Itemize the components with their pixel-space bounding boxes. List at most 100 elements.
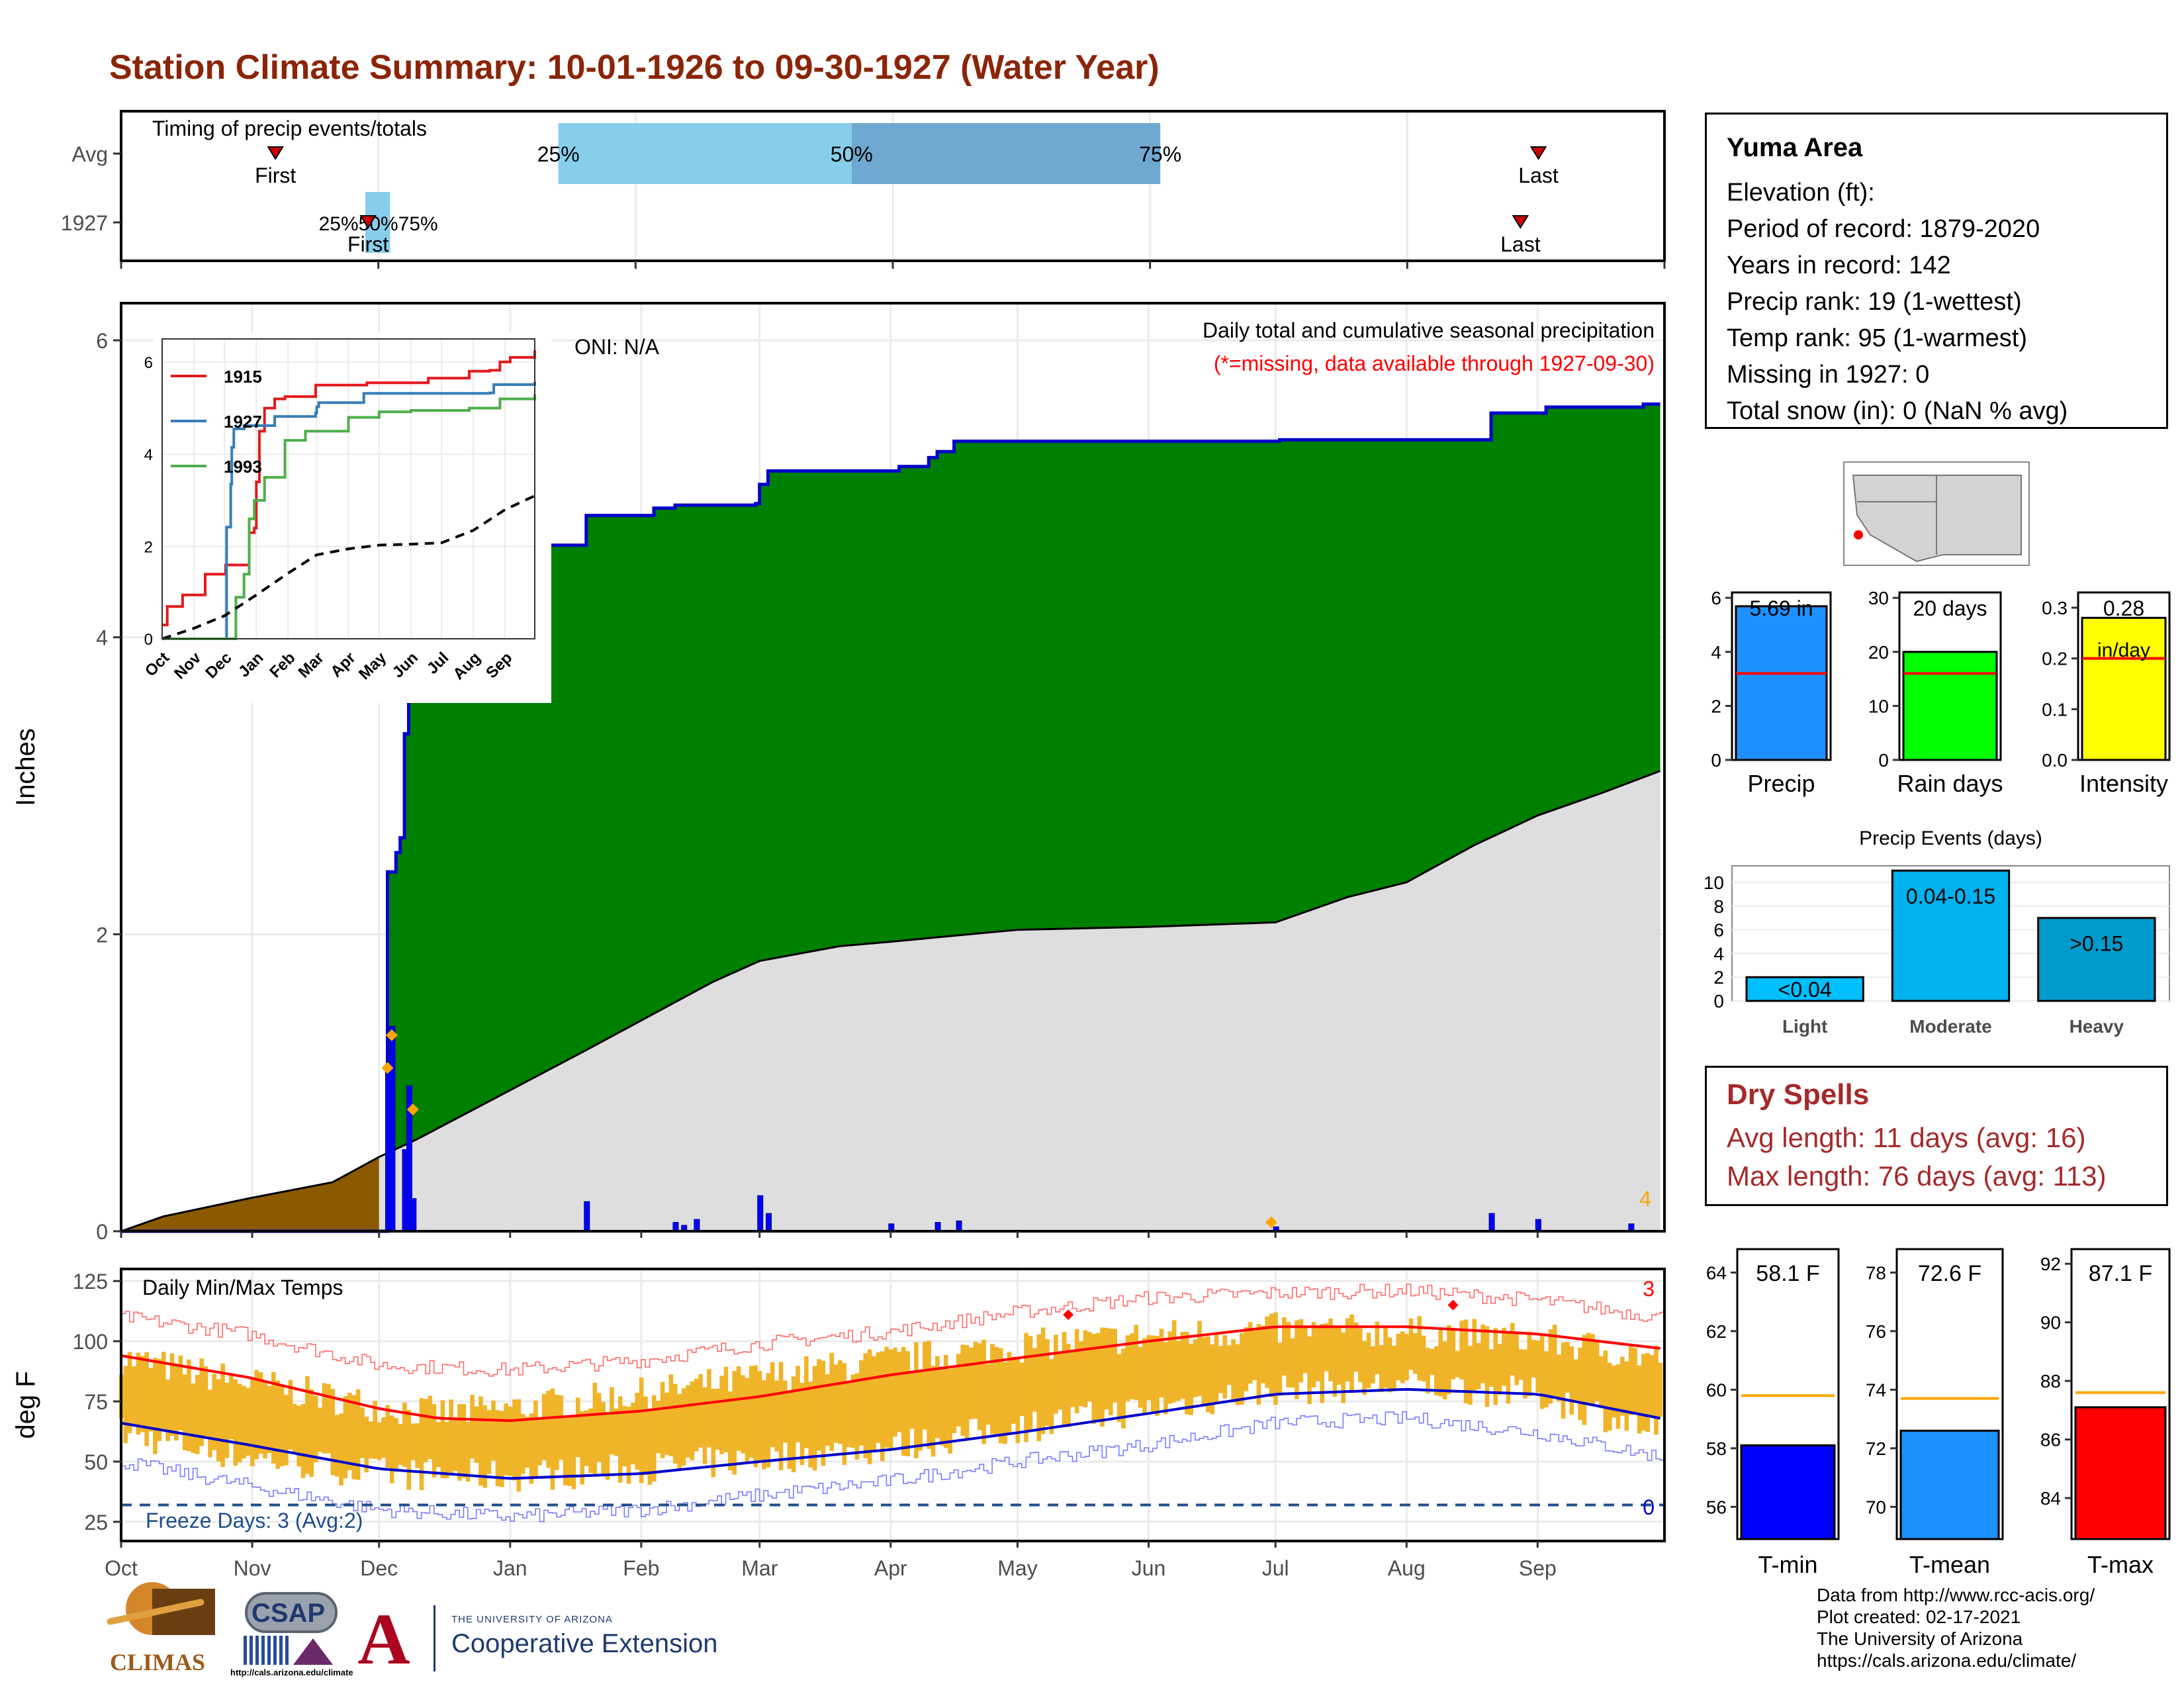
daily-temp-bar — [943, 1354, 948, 1448]
timing-avg-q75-label: 75% — [1139, 142, 1181, 166]
inset-normal-line — [161, 494, 535, 640]
main-ytick-label: 4 — [96, 626, 108, 650]
daily-temp-bar — [1100, 1327, 1105, 1427]
daily-temp-bar — [715, 1388, 720, 1450]
daily-temp-bar — [504, 1403, 509, 1476]
summary-bar-Precip — [1735, 605, 1828, 761]
main-missing-note: (*=missing, data available through 1927-… — [1214, 352, 1655, 375]
daily-temp-bar — [364, 1417, 369, 1473]
daily-temp-bar — [470, 1395, 475, 1459]
daily-temp-bar — [1548, 1329, 1553, 1404]
daily-temp-bar — [1091, 1334, 1097, 1425]
summary-value-label: 5.69 in — [1749, 596, 1813, 620]
daily-temp-bar — [635, 1392, 640, 1470]
daily-temp-bar — [1155, 1336, 1160, 1417]
daily-temp-bar — [1049, 1359, 1054, 1434]
temp-summary-category-label: T-min — [1758, 1551, 1818, 1578]
daily-temp-bar — [631, 1403, 635, 1465]
daily-precip-bar — [672, 1222, 679, 1232]
daily-temp-bar — [1349, 1314, 1354, 1393]
precip-events-ytick-label: 10 — [1704, 872, 1724, 893]
summary-bar-Intensity — [2081, 616, 2167, 761]
daily-temp-bar — [1366, 1333, 1371, 1389]
daily-temp-bar — [1362, 1340, 1367, 1395]
daily-temp-bar — [1442, 1341, 1447, 1400]
daily-temp-bar — [571, 1415, 576, 1489]
daily-temp-bar — [656, 1401, 661, 1454]
daily-temp-bar — [1658, 1362, 1663, 1417]
daily-temp-bar — [796, 1366, 800, 1442]
normal-cumulative-line — [120, 770, 1661, 1233]
daily-temp-bar — [990, 1344, 995, 1434]
daily-temp-bar — [1011, 1356, 1016, 1424]
daily-temp-bar — [555, 1394, 559, 1470]
temp-summary-category-label: T-max — [2087, 1551, 2154, 1578]
temp-summary-ytick-label: 72 — [1866, 1438, 1886, 1459]
daily-temp-bar — [1324, 1323, 1329, 1372]
main-ytick-label: 0 — [96, 1220, 108, 1244]
temp-summary-ytick-label: 62 — [1706, 1321, 1727, 1342]
daily-temp-bar — [482, 1405, 488, 1488]
daily-temp-bar — [1277, 1342, 1283, 1396]
intensity-unit-label: in/day — [2097, 639, 2150, 661]
daily-temp-bar — [1353, 1322, 1359, 1372]
daily-temp-bar — [1226, 1345, 1232, 1385]
daily-temp-bar — [254, 1370, 259, 1460]
month-tick-label: Oct — [105, 1556, 138, 1580]
daily-temp-bar — [305, 1376, 310, 1474]
daily-temp-bar — [1142, 1338, 1147, 1413]
timing-avg-q50-label: 50% — [831, 142, 873, 166]
daily-temp-bar — [436, 1422, 441, 1468]
daily-temp-bar — [246, 1387, 251, 1456]
daily-temp-bar — [1235, 1344, 1240, 1405]
daily-temp-bar — [389, 1415, 394, 1483]
precip-events-category-label: Light — [1782, 1016, 1827, 1037]
daily-temp-bar — [296, 1405, 301, 1467]
daily-temp-bar — [1484, 1326, 1490, 1407]
footer-credits: Data from http://www.rcc-acis.org/ Plot … — [1817, 1584, 2095, 1671]
summary-ytick-label: 0.3 — [2042, 598, 2068, 618]
daily-temp-bar — [1189, 1344, 1194, 1415]
daily-temp-bar — [927, 1340, 931, 1449]
csap-logo-url: http://cals.arizona.edu/climate — [230, 1667, 353, 1677]
summary-value-label: 0.28 — [2103, 596, 2144, 620]
daily-temp-bar — [741, 1375, 745, 1454]
daily-temp-bar — [614, 1409, 619, 1456]
daily-temp-bar — [1649, 1354, 1655, 1418]
precip-events-ytick-label: 4 — [1713, 943, 1724, 964]
daily-temp-bar — [520, 1414, 525, 1474]
daily-temp-bar — [1518, 1349, 1524, 1380]
daily-temp-bar — [1040, 1327, 1046, 1434]
daily-temp-bar — [1645, 1352, 1651, 1432]
daily-temp-bar — [1146, 1335, 1152, 1401]
daily-temp-bar — [617, 1396, 623, 1483]
daily-temp-bar — [1150, 1335, 1156, 1412]
daily-temp-bar — [516, 1399, 522, 1492]
daily-temp-bar — [985, 1364, 991, 1425]
month-tick-label: Jun — [1132, 1556, 1166, 1580]
daily-temp-bar — [969, 1347, 974, 1420]
daily-temp-bar — [939, 1366, 944, 1446]
timing-avg-box-upper — [851, 123, 1161, 184]
daily-temp-bar — [1447, 1325, 1451, 1395]
daily-temp-bar — [1539, 1334, 1545, 1409]
daily-temp-bar — [343, 1395, 348, 1479]
daily-temp-bar — [461, 1404, 467, 1478]
precip-events-bar-Light — [1745, 976, 1864, 1002]
footer-line: Data from http://www.rcc-acis.org/ — [1817, 1585, 2095, 1605]
daily-temp-bar — [897, 1352, 902, 1432]
daily-temp-bar — [1561, 1342, 1566, 1419]
missing-day-marker — [385, 1029, 398, 1041]
summary-value-label: 20 days — [1913, 596, 1987, 620]
daily-temp-bar — [872, 1356, 876, 1452]
daily-temp-bar — [136, 1352, 141, 1434]
daily-temp-bar — [242, 1385, 246, 1459]
daily-temp-bar — [643, 1396, 648, 1475]
daily-temp-bar — [377, 1422, 382, 1460]
daily-temp-bar — [1256, 1323, 1261, 1405]
daily-temp-bar — [1641, 1354, 1646, 1431]
daily-temp-bar — [1201, 1336, 1206, 1406]
daily-temp-bar — [884, 1346, 889, 1448]
daily-temp-bar — [622, 1405, 627, 1467]
